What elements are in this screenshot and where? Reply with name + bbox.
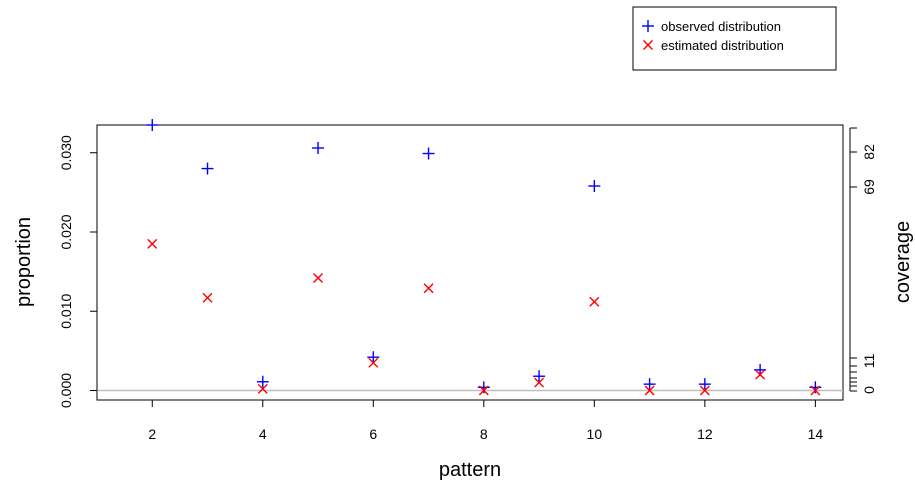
y2-tick-label: 82 [861,144,877,160]
observed-point [312,141,325,154]
x-tick-label: 10 [587,426,603,442]
y-tick-label: 0.030 [58,135,74,170]
estimated-point [644,385,655,396]
y-tick-label: 0.010 [58,294,74,329]
estimated-point [589,296,600,307]
legend-marker [643,40,653,50]
x-axis: 2 4 6 8 10 12 14 [148,399,824,442]
x-tick-label: 8 [480,426,488,442]
legend-item: estimated distribution [643,38,784,53]
x-tick-label: 12 [697,426,713,442]
legend: observed distribution estimated distribut… [632,6,837,71]
estimated-point [202,292,213,303]
observed-point [533,370,546,383]
data-points [146,119,822,396]
x-tick-label: 4 [259,426,267,442]
estimated-point [810,385,821,396]
legend-item: observed distribution [642,19,781,34]
legend-label: estimated distribution [661,38,784,53]
observed-point [367,351,380,364]
plot-frame [96,124,844,401]
y-axis: 0.000 0.010 0.020 0.030 [58,135,98,408]
observed-point [146,119,159,131]
observed-point [201,162,214,175]
observed-series [146,119,822,394]
y-tick-label: 0.000 [58,373,74,408]
observed-point [256,375,269,388]
estimated-point [313,272,324,283]
y-tick-label: 0.020 [58,214,74,249]
estimated-point [478,385,489,396]
x-tick-label: 14 [808,426,824,442]
legend-marker [642,20,654,32]
observed-point [643,378,656,391]
y2-tick-label: 11 [861,354,877,369]
estimated-point [699,385,710,396]
observed-point [422,147,435,160]
estimated-point [423,283,434,294]
observed-point [809,381,822,394]
estimated-point [534,377,545,388]
observed-point [698,378,711,391]
estimated-point [755,369,766,380]
legend-box [632,6,837,71]
estimated-series [147,238,821,396]
right-coverage-axis: 0 11 69 82 [849,127,877,394]
x-tick-label: 6 [369,426,377,442]
y2-tick-label: 69 [861,179,877,195]
y2-axis-title: coverage [892,221,914,303]
estimated-point [147,238,158,249]
estimated-point [257,383,268,394]
y2-tick-label: 0 [861,386,877,394]
y-axis-title: proportion [13,217,35,307]
observed-point [477,381,490,394]
observed-point [588,180,601,193]
x-tick-label: 2 [148,426,156,442]
legend-label: observed distribution [661,19,781,34]
x-axis-title: pattern [439,459,501,481]
estimated-point [368,357,379,368]
